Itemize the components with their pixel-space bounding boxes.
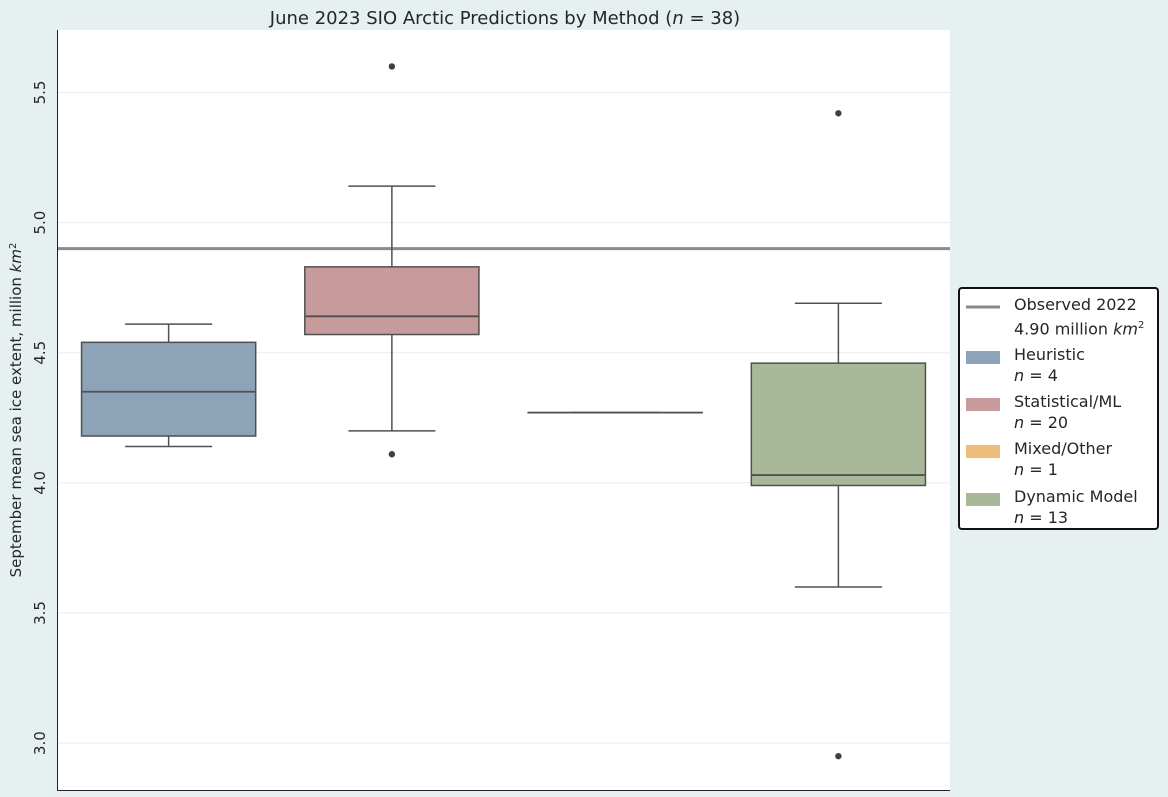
boxes — [80, 63, 927, 760]
legend-label: Mixed/Other — [1014, 439, 1113, 458]
outlier-point — [388, 63, 396, 70]
iqr-box — [750, 362, 927, 487]
iqr-box — [304, 266, 480, 336]
legend-sublabel: n = 4 — [1014, 366, 1058, 385]
y-tick-label: 4.0 — [31, 471, 49, 495]
box-heuristic — [80, 323, 257, 448]
legend-label: Statistical/ML — [1014, 392, 1122, 411]
legend-sublabel: n = 20 — [1014, 413, 1069, 432]
outlier-point — [835, 752, 842, 760]
iqr-box — [80, 341, 257, 437]
y-tick-label: 3.0 — [31, 731, 49, 755]
box-statistical-ml — [304, 63, 480, 458]
legend: Observed 2022 4.90 million km2 Heuristic… — [958, 287, 1159, 530]
legend-item-statistical-ml: Statistical/ML n = 20 — [966, 391, 1121, 433]
y-tick-label: 4.5 — [31, 341, 49, 365]
legend-item-heuristic: Heuristic n = 4 — [966, 344, 1085, 386]
legend-color-swatch — [966, 351, 1000, 364]
y-axis-label: September mean sea ice extent, million k… — [7, 243, 25, 578]
y-tick-label: 5.5 — [31, 81, 49, 105]
outlier-point — [835, 110, 842, 117]
legend-color-swatch — [966, 398, 1000, 411]
legend-item-observed: Observed 2022 4.90 million km2 — [966, 294, 1144, 339]
box-dynamic-model — [750, 110, 927, 760]
legend-label: Heuristic — [1014, 345, 1085, 364]
legend-sublabel: n = 1 — [1014, 460, 1058, 479]
y-tick-label: 5.0 — [31, 211, 49, 235]
legend-line-swatch — [966, 305, 1000, 309]
y-tick-label: 3.5 — [31, 601, 49, 625]
legend-label: Dynamic Model — [1014, 487, 1138, 506]
outlier-point — [388, 451, 396, 458]
legend-color-swatch — [966, 493, 1000, 506]
y-tick-labels: 3.0 3.5 4.0 4.5 5.0 5.5 — [31, 81, 49, 756]
legend-item-dynamic-model: Dynamic Model n = 13 — [966, 486, 1138, 528]
legend-item-mixed-other: Mixed/Other n = 1 — [966, 438, 1112, 480]
chart-title: June 2023 SIO Arctic Predictions by Meth… — [269, 8, 740, 29]
legend-color-swatch — [966, 445, 1000, 458]
legend-sublabel: 4.90 million km2 — [1014, 319, 1145, 339]
legend-sublabel: n = 13 — [1014, 508, 1069, 527]
legend-label: Observed 2022 — [1014, 295, 1137, 314]
